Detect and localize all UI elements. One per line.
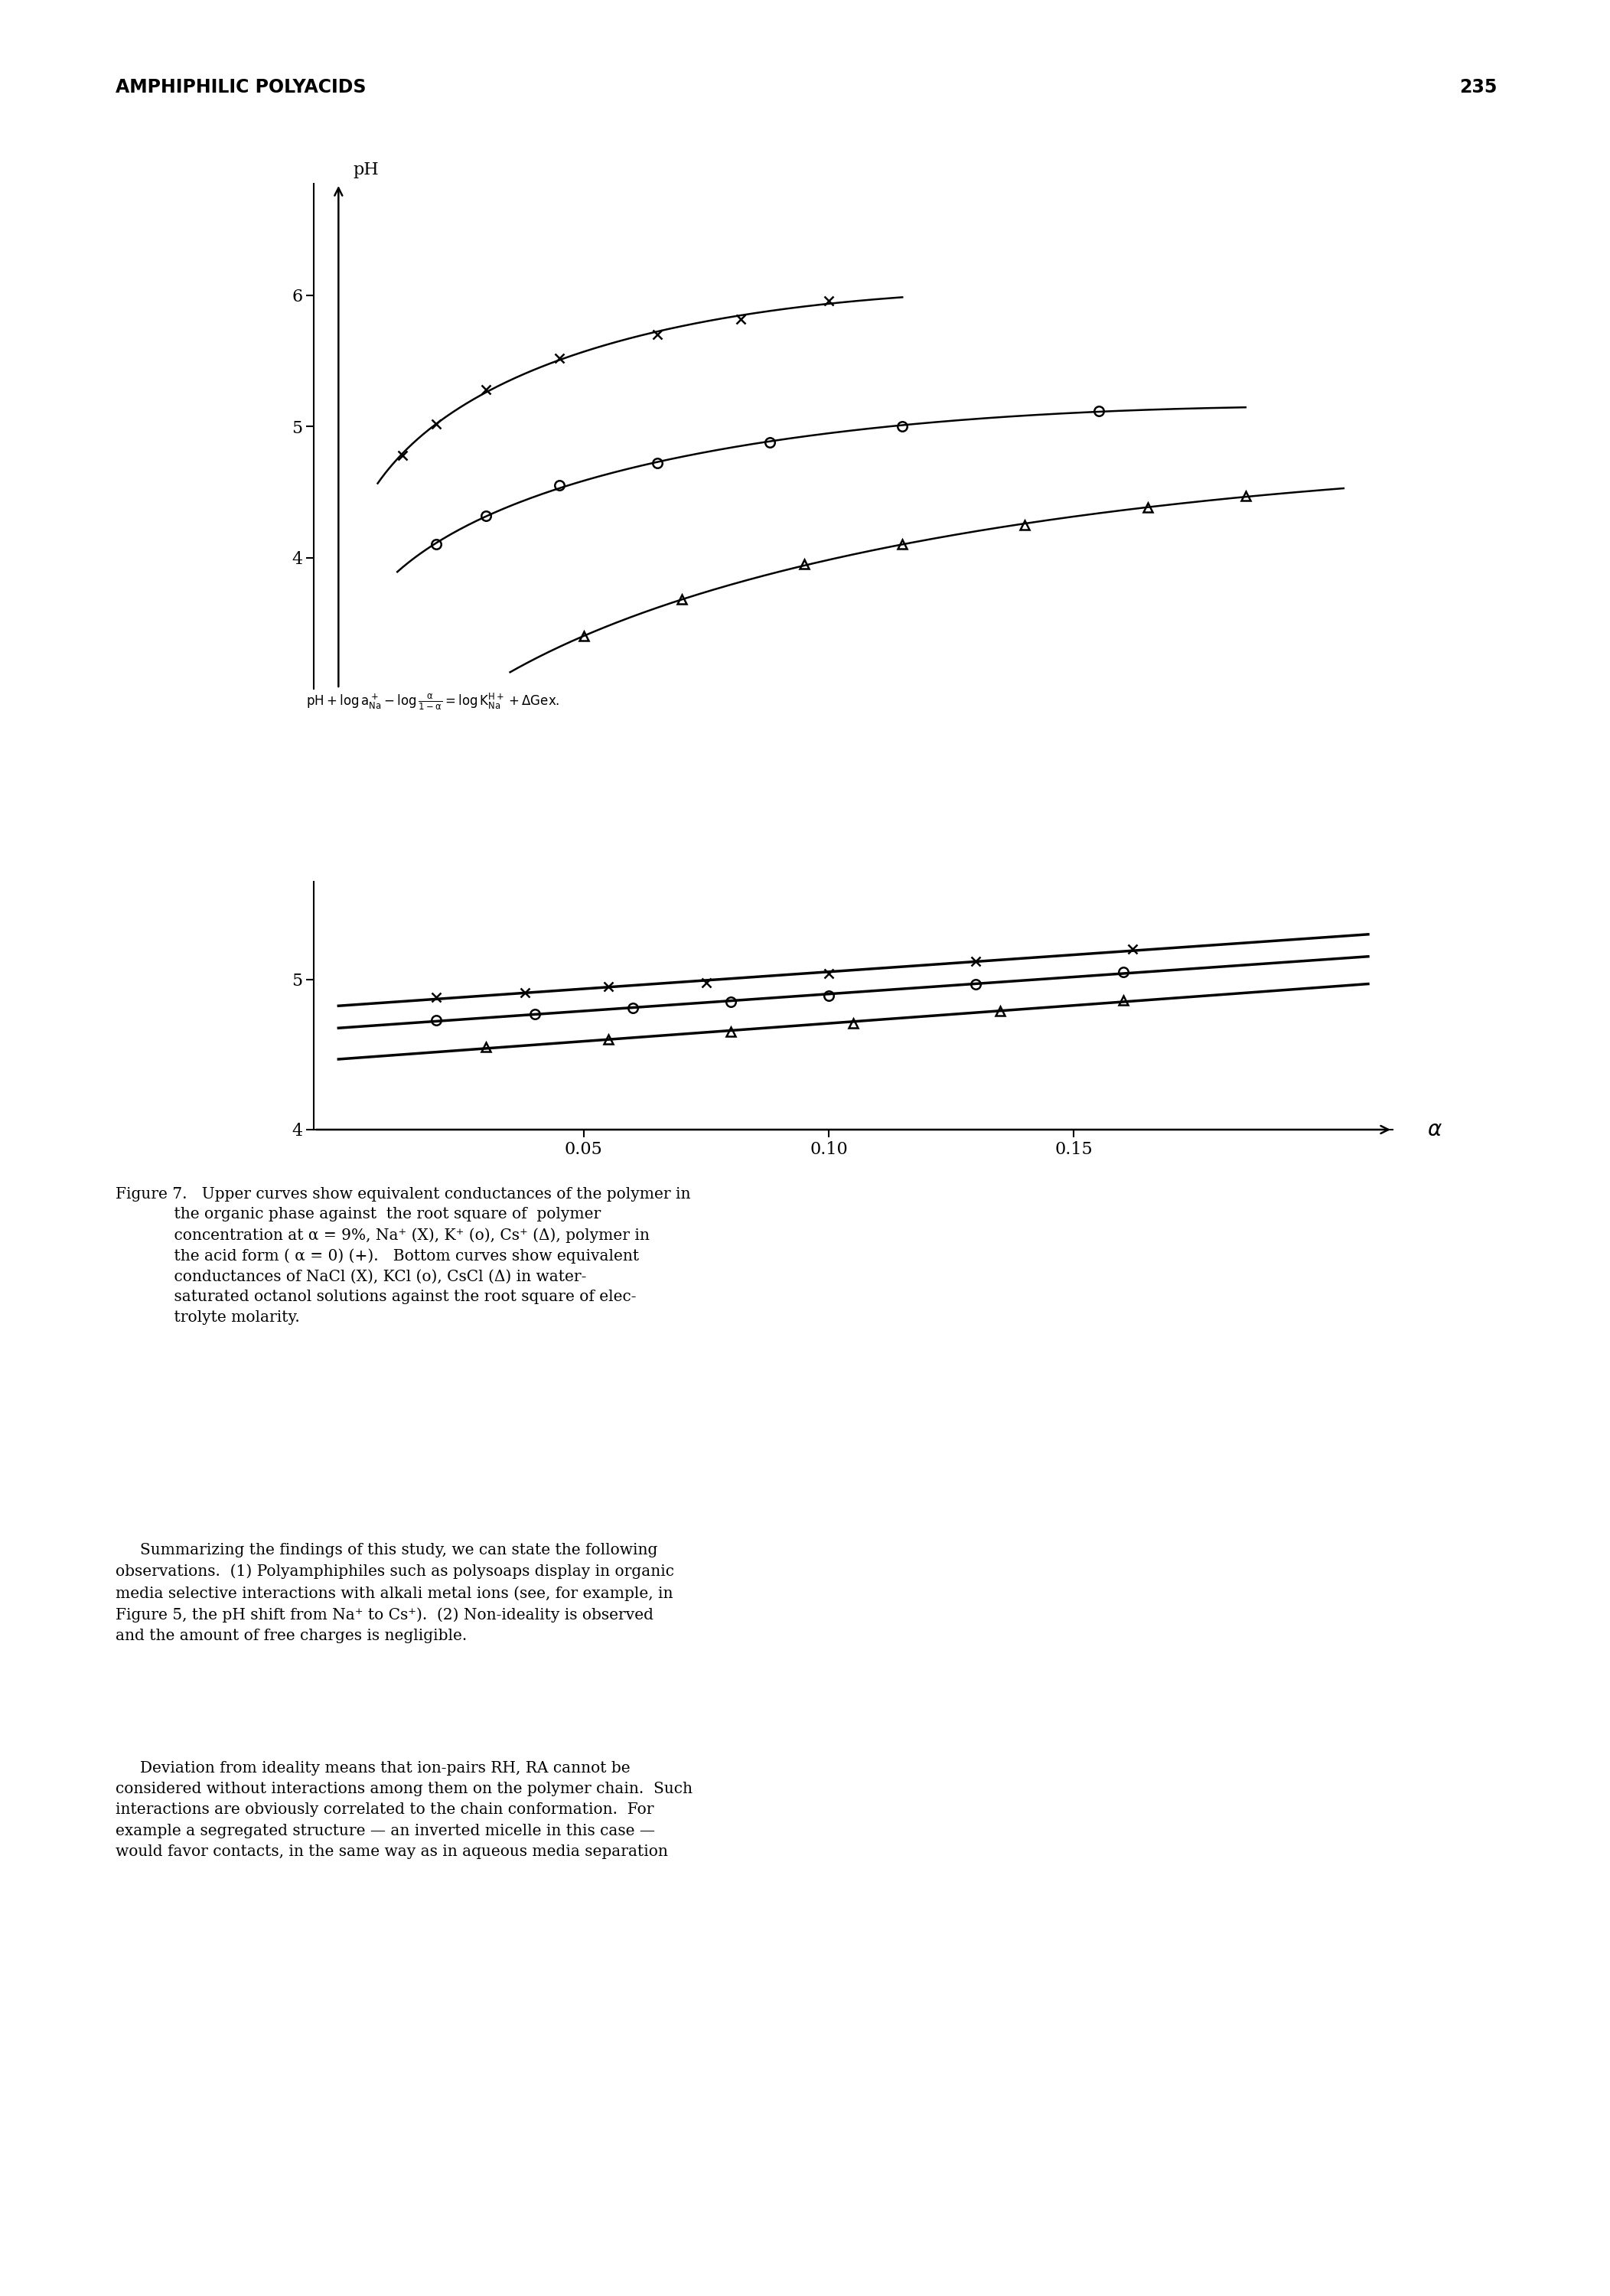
Text: 235: 235	[1460, 78, 1497, 96]
Text: AMPHIPHILIC POLYACIDS: AMPHIPHILIC POLYACIDS	[116, 78, 367, 96]
Text: Deviation from ideality means that ion-pairs RH, RA cannot be
considered without: Deviation from ideality means that ion-p…	[116, 1761, 692, 1860]
Text: Figure 7.   Upper curves show equivalent conductances of the polymer in
        : Figure 7. Upper curves show equivalent c…	[116, 1187, 691, 1325]
Text: Summarizing the findings of this study, we can state the following
observations.: Summarizing the findings of this study, …	[116, 1543, 675, 1644]
Text: pH: pH	[353, 161, 378, 179]
Text: $\alpha$: $\alpha$	[1426, 1120, 1443, 1141]
Text: $\mathsf{pH+log\,a^+_{Na}-log\,\frac{\alpha}{1-\alpha}=log\,K^{H+}_{Na}+\Delta G: $\mathsf{pH+log\,a^+_{Na}-log\,\frac{\al…	[306, 691, 560, 712]
